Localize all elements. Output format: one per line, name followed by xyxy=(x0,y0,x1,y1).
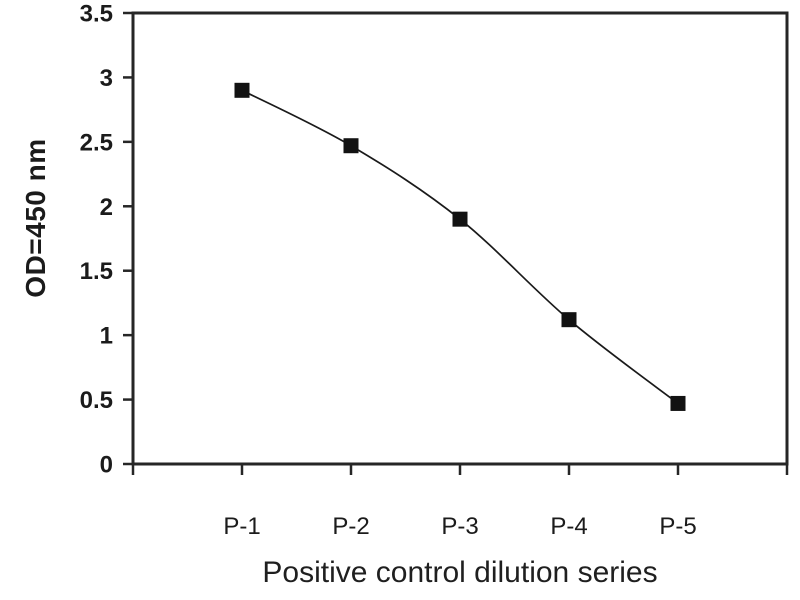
data-point-marker-P-5 xyxy=(670,395,686,411)
data-point-marker-P-2 xyxy=(343,138,359,154)
y-tick-label: 0.5 xyxy=(80,387,113,414)
y-tick-label: 1.5 xyxy=(80,258,113,285)
y-tick-label: 3 xyxy=(100,65,113,92)
data-point-marker-P-1 xyxy=(234,82,250,98)
x-tick-label: P-1 xyxy=(223,513,260,540)
y-tick-label: 0 xyxy=(100,452,113,479)
y-tick-label: 2.5 xyxy=(80,129,113,156)
x-tick-label: P-4 xyxy=(550,513,587,540)
data-point-marker-P-4 xyxy=(561,312,577,328)
y-axis-title: OD=450 nm xyxy=(20,138,51,298)
x-axis-title: Positive control dilution series xyxy=(262,556,658,589)
x-tick-label: P-2 xyxy=(332,513,369,540)
series-line xyxy=(241,89,679,405)
y-tick-label: 2 xyxy=(100,194,113,221)
x-tick-label: P-5 xyxy=(659,513,696,540)
data-point-marker-P-3 xyxy=(452,211,468,227)
plot-area-frame xyxy=(131,11,789,466)
y-tick-label: 1 xyxy=(100,323,113,350)
y-tick-label: 3.5 xyxy=(80,1,113,28)
x-tick-label: P-3 xyxy=(441,513,478,540)
